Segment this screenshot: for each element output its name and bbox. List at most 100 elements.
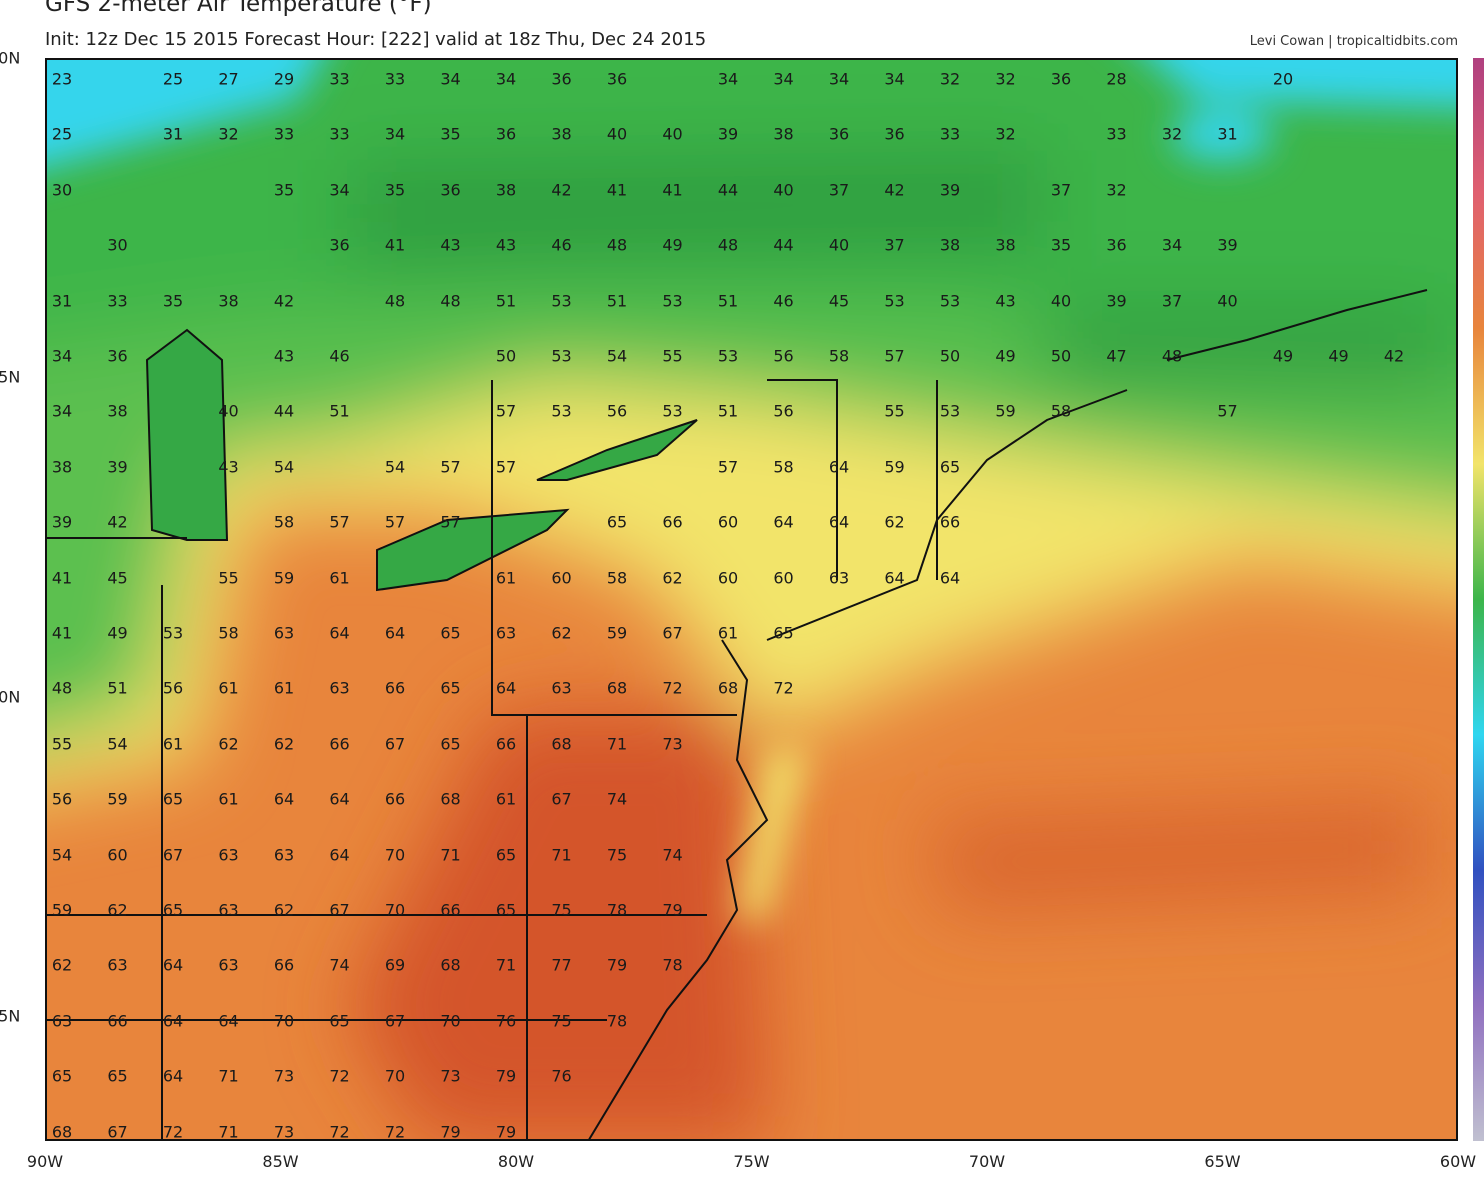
temperature-value: 61 [273, 678, 295, 698]
temperature-value: 51 [329, 401, 350, 421]
temperature-value: 56 [606, 401, 628, 421]
temperature-value: 20 [1272, 69, 1294, 89]
temperature-value: 66 [329, 734, 350, 754]
latitude-label: 45N [0, 367, 21, 387]
temperature-value: 60 [551, 568, 572, 588]
temperature-value: 55 [662, 346, 683, 366]
temperature-value: 66 [662, 512, 683, 532]
temperature-value: 40 [606, 124, 628, 144]
temperature-value: 66 [107, 1011, 128, 1031]
temperature-value: 54 [273, 457, 295, 477]
temperature-value: 64 [162, 1066, 184, 1086]
longitude-label: 85W [262, 1152, 299, 1171]
temperature-value: 38 [107, 401, 128, 421]
temperature-value: 49 [1272, 346, 1294, 366]
temperature-value: 66 [495, 734, 517, 754]
temperature-value: 58 [773, 457, 794, 477]
temperature-value: 28 [1106, 69, 1127, 89]
temperature-value: 40 [662, 124, 683, 144]
temperature-map: 23 25 27 29 33 33 34 34 36 36 34 34 34 34 32 32 36 28 20 25… [45, 58, 1458, 1141]
temperature-value: 32 [1106, 180, 1127, 200]
temperature-value: 54 [51, 845, 73, 865]
temperature-value: 51 [717, 401, 739, 421]
temperature-value: 68 [440, 789, 461, 809]
temperature-value: 45 [828, 291, 850, 311]
temperature-value: 70 [440, 1011, 461, 1031]
temperature-value: 65 [606, 512, 628, 532]
temperature-value: 78 [606, 900, 628, 920]
temperature-value: 64 [773, 512, 794, 532]
temperature-value: 43 [273, 346, 295, 366]
temperature-value: 53 [551, 291, 572, 311]
temperature-value: 38 [551, 124, 572, 144]
temperature-value: 71 [218, 1122, 239, 1141]
temperature-value: 29 [273, 69, 295, 89]
temperature-value: 41 [606, 180, 628, 200]
temperature-value: 58 [606, 568, 628, 588]
temperature-value: 39 [51, 512, 73, 532]
temperature-value: 48 [606, 235, 628, 255]
temperature-value: 66 [440, 900, 461, 920]
temperature-value: 65 [939, 457, 961, 477]
temperature-value: 53 [551, 401, 572, 421]
temperature-value: 60 [773, 568, 794, 588]
temperature-value: 70 [384, 845, 406, 865]
temperature-value: 78 [606, 1011, 628, 1031]
temperature-value: 51 [717, 291, 739, 311]
temperature-value: 32 [995, 124, 1016, 144]
temperature-value: 48 [440, 291, 461, 311]
temperature-value: 57 [884, 346, 905, 366]
latitude-label: 40N [0, 687, 21, 707]
temperature-value: 46 [773, 291, 794, 311]
temperature-value: 61 [495, 789, 517, 809]
temperature-value: 64 [162, 1011, 184, 1031]
temperature-value: 34 [773, 69, 794, 89]
temperature-value: 39 [1106, 291, 1127, 311]
temperature-value: 56 [773, 346, 794, 366]
temperature-value: 44 [273, 401, 295, 421]
temperature-value: 41 [384, 235, 406, 255]
temperature-value: 72 [329, 1122, 350, 1141]
temperature-value: 64 [884, 568, 905, 588]
temperature-value: 50 [939, 346, 961, 366]
temperature-value: 33 [107, 291, 128, 311]
temperature-value: 31 [51, 291, 73, 311]
temperature-value: 56 [773, 401, 794, 421]
temperature-value: 66 [384, 789, 406, 809]
temperature-value: 48 [51, 678, 73, 698]
temperature-value: 57 [717, 457, 739, 477]
temperature-value: 63 [329, 678, 350, 698]
temperature-value: 63 [51, 1011, 73, 1031]
temperature-value: 71 [495, 955, 517, 975]
temperature-value: 75 [606, 845, 628, 865]
temperature-value: 62 [662, 568, 683, 588]
temperature-value: 32 [939, 69, 961, 89]
temperature-value: 63 [218, 900, 239, 920]
temperature-value: 44 [773, 235, 794, 255]
temperature-value: 48 [1161, 346, 1183, 366]
temperature-value: 67 [551, 789, 572, 809]
temperature-value: 57 [495, 401, 517, 421]
temperature-value: 45 [107, 568, 128, 588]
temperature-value: 35 [162, 291, 184, 311]
temperature-value: 65 [440, 678, 461, 698]
temperature-value: 23 [51, 69, 73, 89]
temperature-value: 62 [218, 734, 239, 754]
temperature-value: 34 [384, 124, 406, 144]
temperature-value: 61 [162, 734, 184, 754]
temperature-value: 36 [107, 346, 128, 366]
temperature-value: 67 [329, 900, 350, 920]
temperature-value: 49 [662, 235, 683, 255]
temperature-value: 58 [828, 346, 850, 366]
temperature-value: 53 [939, 401, 961, 421]
temperature-value: 36 [495, 124, 517, 144]
credit-text: Levi Cowan | tropicaltidbits.com [1249, 34, 1458, 49]
temperature-value: 51 [606, 291, 628, 311]
temperature-value: 64 [273, 789, 295, 809]
temperature-value: 62 [551, 623, 572, 643]
temperature-value: 55 [51, 734, 73, 754]
temperature-value: 32 [1161, 124, 1183, 144]
temperature-value: 31 [162, 124, 184, 144]
temperature-value: 33 [329, 124, 350, 144]
temperature-value: 43 [440, 235, 461, 255]
